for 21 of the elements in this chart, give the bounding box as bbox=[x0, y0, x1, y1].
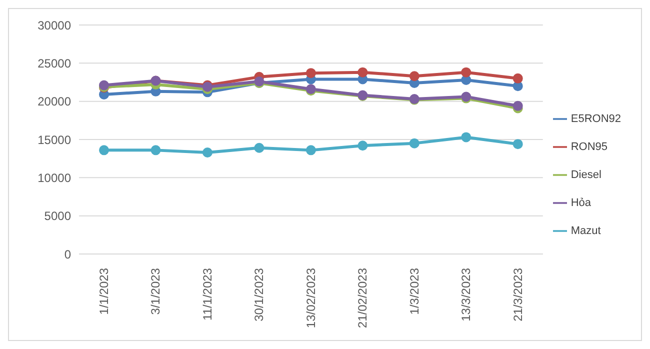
y-tick-label: 25000 bbox=[38, 56, 72, 70]
x-tick-label: 21/02/2023 bbox=[356, 268, 370, 328]
y-tick-label: 10000 bbox=[38, 170, 72, 185]
legend-label: Diesel bbox=[570, 168, 602, 180]
legend-label: E5RON92 bbox=[570, 112, 621, 124]
x-tick-label: 3/1/2023 bbox=[148, 268, 163, 315]
x-tick-label: 11/1/2023 bbox=[200, 268, 214, 320]
x-tick-label: 1/3/2023 bbox=[407, 268, 422, 315]
x-tick-label: 1/1/2023 bbox=[97, 268, 111, 315]
legend-label: Mazut bbox=[570, 224, 601, 236]
x-tick-label: 21/3/2023 bbox=[510, 268, 525, 322]
legend-label: Hỏa bbox=[570, 196, 592, 208]
y-tick-label: 0 bbox=[64, 247, 72, 262]
x-tick-label: 30/1/2023 bbox=[252, 268, 266, 322]
y-tick-label: 20000 bbox=[38, 94, 72, 109]
legend-label: RON95 bbox=[570, 140, 608, 152]
x-tick-label: 13/02/2023 bbox=[304, 268, 318, 328]
y-tick-label: 5000 bbox=[44, 209, 72, 224]
y-tick-label: 30000 bbox=[38, 18, 72, 32]
y-tick-label: 15000 bbox=[38, 132, 72, 147]
x-tick-label: 13/3/2023 bbox=[459, 268, 474, 322]
